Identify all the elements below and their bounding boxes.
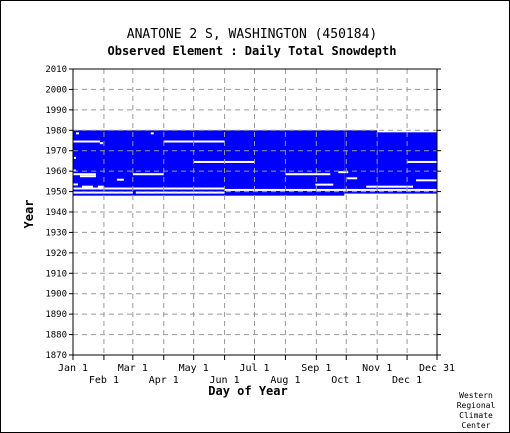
missing-data-gap <box>315 183 334 186</box>
plot-area: 1870 1880 1890 1900 1910 1920 1930 1940 1950 1960… <box>45 65 455 386</box>
y-tick-label: 1960 <box>45 167 67 177</box>
missing-data-gap <box>73 187 225 190</box>
x-axis-label: Day of Year <box>208 384 287 398</box>
credit-line: Center <box>462 421 491 430</box>
missing-data-gap <box>407 160 437 163</box>
y-tick-label: 1910 <box>45 269 67 279</box>
missing-data-gap <box>73 169 76 172</box>
missing-data-gap <box>150 132 154 135</box>
credit-block: Western Regional Climate Center <box>457 391 496 430</box>
data-coverage-block <box>73 130 345 196</box>
missing-data-gap <box>75 132 79 135</box>
missing-data-gap <box>73 140 100 143</box>
missing-data-gap <box>73 191 133 194</box>
credit-line: Regional <box>457 401 496 410</box>
x-tick-label: Nov 1 <box>362 363 392 374</box>
x-tick-label: Aug 1 <box>270 375 300 386</box>
y-tick-label: 1970 <box>45 147 67 157</box>
y-tick-label: 1900 <box>45 290 67 300</box>
y-tick-label: 1930 <box>45 228 67 238</box>
missing-data-gap <box>347 177 358 180</box>
y-tick-label: 1920 <box>45 249 67 259</box>
missing-data-gap <box>81 185 93 188</box>
missing-data-gap <box>416 179 437 182</box>
missing-data-gap <box>116 178 124 181</box>
chart-subtitle: Observed Element : Daily Total Snowdepth <box>108 44 397 58</box>
missing-data-gap <box>132 173 164 176</box>
x-tick-label: May 1 <box>179 363 209 374</box>
missing-data-gap <box>285 173 331 176</box>
missing-data-gap <box>99 142 103 145</box>
missing-data-gap <box>338 171 349 174</box>
x-tick-label: Feb 1 <box>89 375 119 386</box>
x-tick-label: Mar 1 <box>118 363 148 374</box>
missing-data-gap <box>97 185 104 188</box>
y-tick-label: 1870 <box>45 351 67 361</box>
y-tick-label: 1880 <box>45 331 67 341</box>
y-tick-label: 2010 <box>45 65 67 75</box>
missing-data-gap <box>73 173 96 176</box>
y-tick-label: 1940 <box>45 208 67 218</box>
x-tick-label: Oct 1 <box>331 375 361 386</box>
missing-data-gap <box>135 191 225 194</box>
x-tick-label: Jan 1 <box>58 363 88 374</box>
x-tick-label: Apr 1 <box>149 375 179 386</box>
y-tick-label: 1950 <box>45 188 67 198</box>
x-tick-label: Sep 1 <box>301 363 331 374</box>
y-tick-label: 2000 <box>45 85 67 95</box>
data-coverage-block <box>344 130 378 194</box>
missing-data-gap <box>79 175 96 178</box>
missing-data-gap <box>224 188 437 191</box>
credit-line: Climate <box>459 411 493 420</box>
missing-data-gap <box>73 156 76 159</box>
chart-title: ANATONE 2 S, WASHINGTON (450184) <box>127 27 377 42</box>
x-tick-label: Dec 1 <box>392 375 422 386</box>
y-tick-label: 1890 <box>45 310 67 320</box>
x-tick-label: Jun 1 <box>210 375 240 386</box>
x-tick-label: Jul 1 <box>239 363 269 374</box>
missing-data-gap <box>73 183 78 186</box>
y-axis-label: Year <box>22 200 36 229</box>
x-tick-label: Dec 31 <box>419 363 455 374</box>
y-tick-label: 1990 <box>45 106 67 116</box>
missing-data-gap <box>366 185 414 188</box>
credit-line: Western <box>459 391 493 400</box>
y-tick-label: 1980 <box>45 126 67 136</box>
